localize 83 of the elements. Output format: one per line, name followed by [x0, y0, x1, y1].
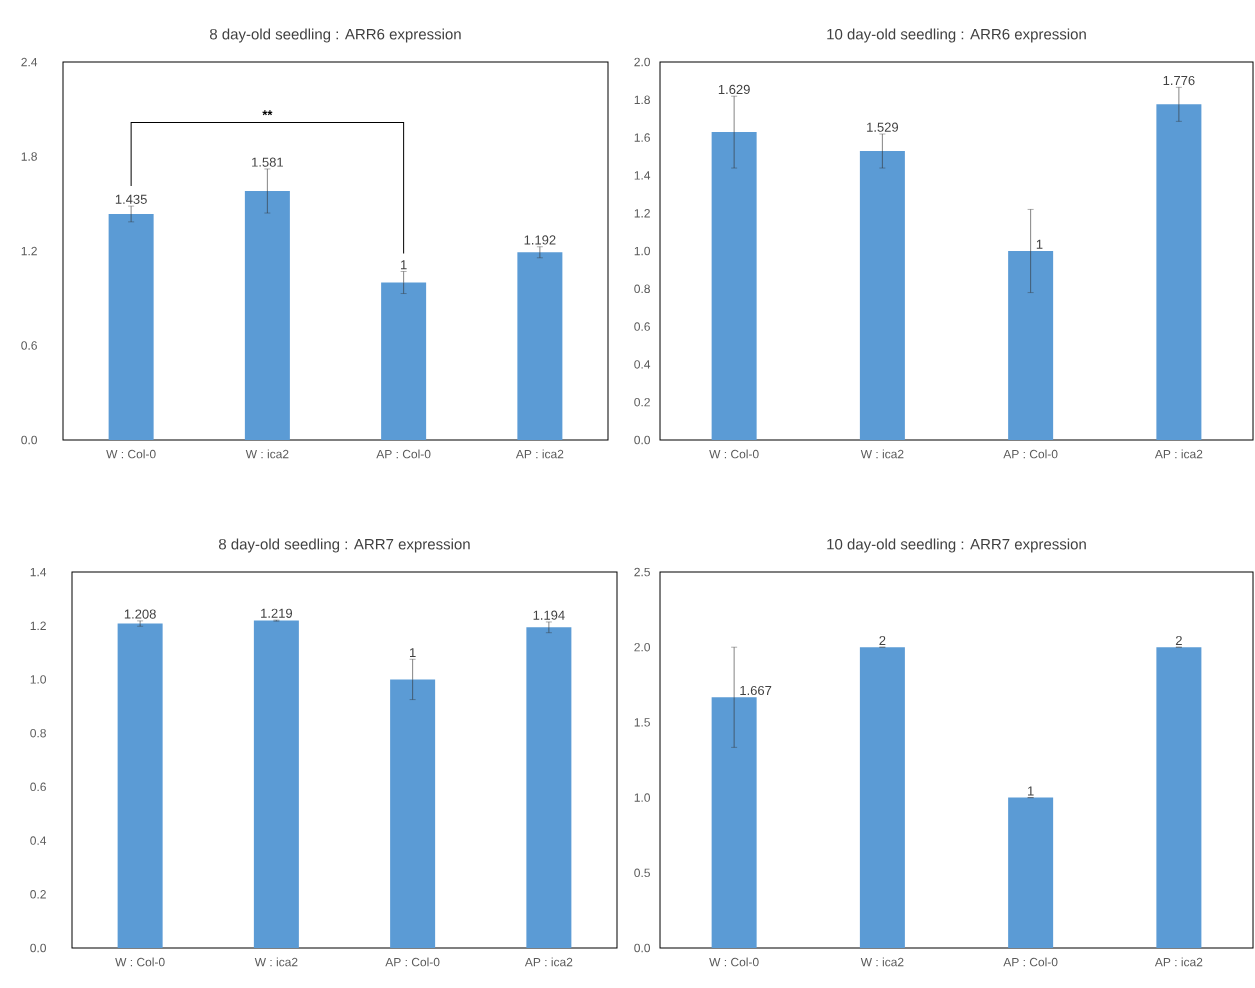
bar — [1008, 797, 1054, 949]
y-tick-label: 0.2 — [634, 397, 650, 407]
y-tick-label: 0.2 — [30, 890, 46, 899]
chart-title: 8 day-old seedling : ARR7 expression — [218, 538, 470, 553]
data-label: 1 — [401, 260, 407, 270]
chart-title: 10 day-old seedling : ARR7 expression — [827, 538, 1086, 553]
bar — [526, 627, 572, 949]
bar — [711, 132, 757, 441]
bar — [1156, 647, 1202, 949]
y-tick-label: 1.2 — [30, 621, 46, 630]
x-tick-label: W : Col-0 — [709, 957, 759, 967]
y-tick-label: 1.0 — [634, 246, 651, 256]
y-tick-label: 1.2 — [21, 246, 37, 256]
y-tick-label: 1.8 — [21, 152, 37, 161]
data-label: 2 — [879, 635, 886, 646]
data-label: 2 — [1175, 635, 1182, 646]
bar — [711, 697, 757, 949]
y-tick-label: 1.2 — [634, 209, 650, 218]
y-tick-label: 0.6 — [634, 322, 650, 331]
data-label: 1.629 — [718, 84, 750, 95]
x-tick-label: AP : Col-0 — [376, 449, 431, 459]
x-tick-label: W : Col-0 — [106, 449, 156, 459]
y-tick-label: 2.4 — [21, 57, 38, 67]
data-label: 1 — [1028, 786, 1034, 796]
y-tick-label: 0.5 — [634, 868, 650, 878]
y-tick-label: 1.6 — [634, 133, 650, 142]
x-tick-label: W : Col-0 — [709, 449, 759, 459]
chart-title: 10 day-old seedling : ARR6 expression — [827, 28, 1086, 43]
y-tick-label: 2.0 — [634, 642, 651, 652]
x-tick-label: W : ica2 — [245, 449, 289, 459]
bar — [517, 252, 563, 441]
y-tick-label: 1.0 — [30, 675, 47, 684]
data-label: 1 — [1036, 239, 1043, 249]
bar — [117, 623, 163, 949]
x-tick-label: AP : ica2 — [1154, 957, 1203, 967]
data-label: 1.219 — [261, 608, 293, 618]
data-label: 1.208 — [124, 609, 156, 619]
y-tick-label: 0.8 — [30, 728, 46, 738]
x-tick-label: AP : ica2 — [515, 449, 564, 459]
x-tick-label: AP : ica2 — [1154, 449, 1203, 459]
y-tick-label: 0.8 — [634, 284, 650, 294]
bar — [859, 151, 905, 441]
x-tick-label: W : ica2 — [254, 957, 298, 967]
y-tick-label: 2.0 — [634, 57, 651, 67]
y-tick-label: 1.5 — [634, 718, 650, 727]
y-tick-label: 0.0 — [30, 943, 47, 953]
y-tick-label: 1.8 — [634, 95, 650, 105]
y-tick-label: 2.5 — [634, 567, 650, 577]
y-tick-label: 0.4 — [30, 836, 47, 845]
bar — [1008, 251, 1054, 441]
y-tick-label: 1.4 — [30, 567, 47, 577]
x-tick-label: W : ica2 — [860, 449, 904, 459]
x-tick-label: W : Col-0 — [115, 957, 165, 967]
bar — [859, 647, 905, 949]
y-tick-label: 1.4 — [634, 171, 651, 180]
y-tick-label: 0.4 — [634, 360, 651, 369]
data-label: 1.435 — [115, 194, 147, 204]
chart-title: 8 day-old seedling : ARR6 expression — [209, 28, 461, 43]
x-tick-label: AP : Col-0 — [1003, 449, 1058, 459]
x-tick-label: AP : Col-0 — [385, 957, 440, 967]
data-label: 1.667 — [740, 685, 772, 696]
bar — [244, 191, 290, 441]
annotation: ** — [262, 110, 273, 116]
data-label: 1.192 — [524, 235, 556, 245]
x-tick-label: AP : Col-0 — [1003, 957, 1058, 967]
x-tick-label: AP : ica2 — [524, 957, 573, 967]
y-tick-label: 0.0 — [21, 435, 37, 445]
data-label: 1.581 — [252, 157, 284, 167]
bar — [108, 213, 154, 441]
data-label: 1 — [410, 648, 416, 658]
data-label: 1.194 — [533, 610, 565, 620]
data-label: 1.529 — [867, 122, 899, 132]
bar — [1156, 104, 1202, 441]
y-tick-label: 0.6 — [30, 782, 46, 792]
x-tick-label: W : ica2 — [860, 957, 904, 967]
bar — [390, 679, 436, 949]
bar — [253, 620, 299, 949]
y-tick-label: 1.0 — [634, 793, 651, 802]
bar — [381, 282, 427, 441]
y-tick-label: 0.0 — [634, 943, 651, 953]
data-label: 1.776 — [1163, 75, 1195, 86]
y-tick-label: 0.6 — [21, 341, 37, 350]
y-tick-label: 0.0 — [634, 435, 651, 445]
